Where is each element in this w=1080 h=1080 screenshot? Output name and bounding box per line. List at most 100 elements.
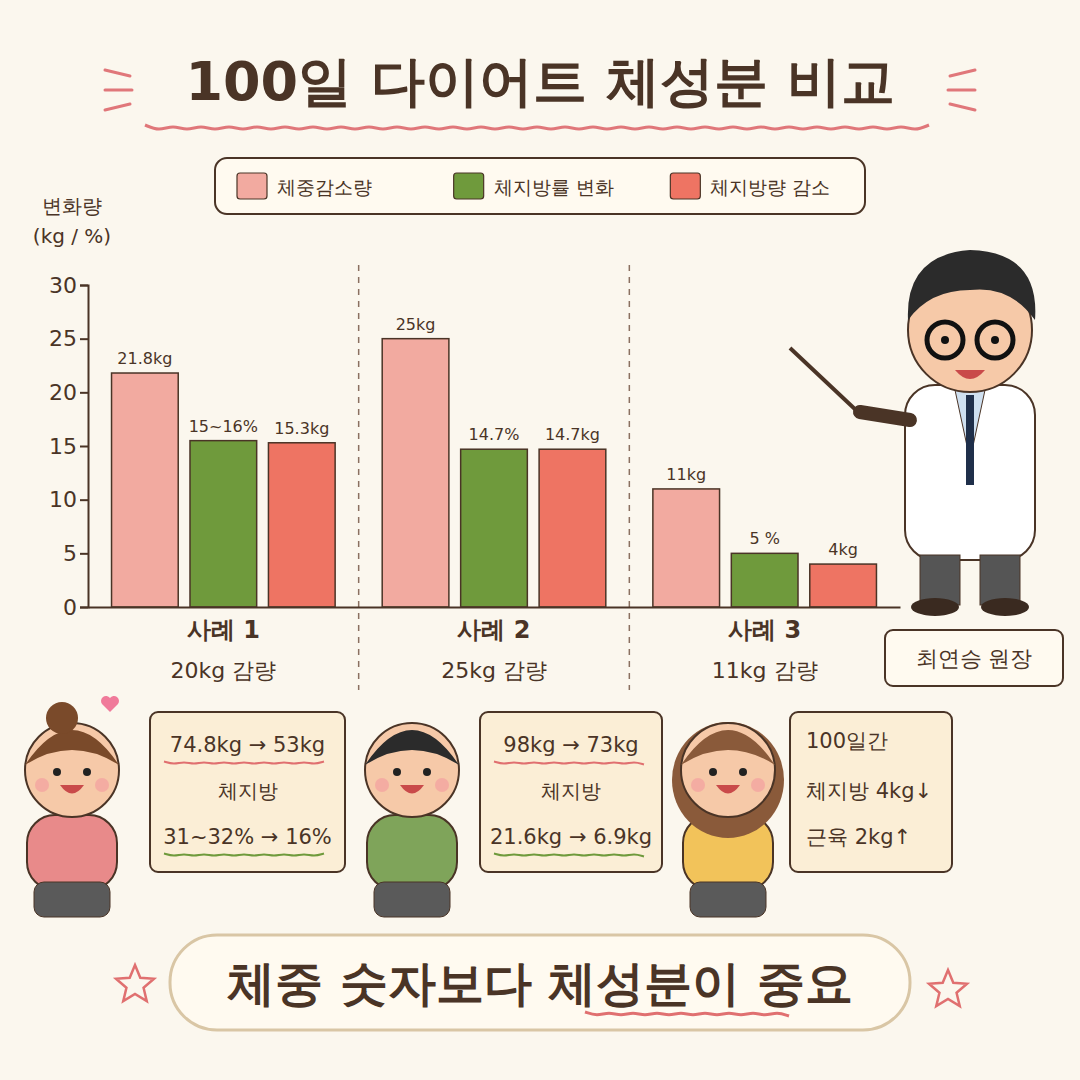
case-underline <box>164 854 324 856</box>
case-card <box>480 712 662 872</box>
data-label: 5 % <box>749 529 779 548</box>
y-tick-mark <box>80 285 88 287</box>
y-tick-label: 25 <box>49 326 77 351</box>
group-separator <box>629 265 631 690</box>
person-part <box>34 882 110 917</box>
data-label: 15~16% <box>189 417 258 436</box>
y-tick-mark <box>80 499 88 501</box>
legend-label: 체지방량 감소 <box>710 176 830 198</box>
data-label: 14.7% <box>469 425 520 444</box>
doctor-illustration <box>790 250 1035 616</box>
footer-box <box>170 935 910 1030</box>
x-tick: 사례 2 <box>457 607 530 644</box>
background <box>0 0 1080 1080</box>
star <box>116 965 154 1001</box>
case-underline <box>494 854 644 857</box>
bar <box>810 564 877 607</box>
data-label: 11kg <box>666 465 706 484</box>
data-label: 14.7kg <box>545 425 600 444</box>
data-label: 25kg <box>396 315 436 334</box>
case-text: 체지방 <box>218 779 278 803</box>
footer-text: 체중 숫자보다 체성분이 중요 <box>227 955 853 1011</box>
y-tick-mark <box>80 607 88 609</box>
person-part <box>27 815 117 890</box>
doctor-part <box>941 336 949 344</box>
person-part <box>709 768 717 776</box>
category-subtitle: 25kg 감량 <box>441 658 547 683</box>
bar <box>539 449 606 607</box>
bars <box>112 339 877 607</box>
bar <box>461 449 528 607</box>
person-part <box>691 778 705 792</box>
person-part <box>367 815 457 890</box>
case-text: 체지방 4kg↓ <box>806 779 932 803</box>
case-text: 98kg → 73kg <box>503 733 638 757</box>
person-part <box>60 785 84 794</box>
title-underline <box>145 125 929 129</box>
person-part <box>25 723 119 817</box>
x-tick-label: 사례 1 <box>187 616 260 644</box>
group-separator <box>358 265 360 690</box>
person-part <box>681 723 775 817</box>
y-tick-mark <box>80 553 88 555</box>
doctor-part <box>977 322 1013 358</box>
y-tick: 30 <box>49 273 88 298</box>
person-part <box>423 768 431 776</box>
data-label: 15.3kg <box>274 419 329 438</box>
y-tick: 10 <box>49 487 88 512</box>
x-tick: 사례 3 <box>728 607 801 644</box>
bar <box>382 339 449 607</box>
y-tick: 15 <box>49 434 88 459</box>
y-tick: 20 <box>49 380 88 405</box>
person-part <box>365 723 459 817</box>
doctor-part <box>920 555 960 605</box>
doctor-part <box>860 412 910 420</box>
person-part <box>35 778 49 792</box>
y-tick-mark <box>80 446 88 448</box>
title-decoration <box>950 70 975 76</box>
legend: 체중감소량체지방률 변화체지방량 감소 <box>215 158 865 214</box>
person-part <box>25 730 119 765</box>
case-text: 31~32% → 16% <box>163 825 332 849</box>
case-text: 100일간 <box>806 729 888 753</box>
case-card <box>790 712 952 872</box>
legend-label: 체중감소량 <box>277 176 372 198</box>
y-tick-mark <box>80 392 88 394</box>
y-tick-label: 15 <box>49 434 77 459</box>
case-text: 21.6kg → 6.9kg <box>490 825 652 849</box>
title-decoration <box>105 104 130 110</box>
x-tick-label: 사례 2 <box>457 616 530 644</box>
y-tick: 5 <box>63 541 88 566</box>
data-label: 4kg <box>828 540 858 559</box>
person-part <box>739 768 747 776</box>
hair-bun <box>46 702 78 734</box>
doctor-part <box>991 336 999 344</box>
person-part <box>435 778 449 792</box>
doctor-part <box>955 370 985 379</box>
y-axis-line <box>80 286 89 608</box>
y-tick: 25 <box>49 326 88 351</box>
legend-swatch <box>237 173 267 199</box>
title-decoration <box>105 70 130 76</box>
case-text: 74.8kg → 53kg <box>170 733 325 757</box>
heart <box>101 696 119 712</box>
x-axis: 사례 1 사례 2 사례 3 <box>89 607 901 644</box>
person-part <box>375 778 389 792</box>
person-part <box>690 882 766 917</box>
y-tick-label: 5 <box>63 541 77 566</box>
bar <box>731 553 798 607</box>
bar <box>190 441 257 607</box>
title-decoration <box>950 104 975 110</box>
y-tick-label: 10 <box>49 487 77 512</box>
title: 100일 다이어트 체성분 비교 <box>185 50 894 113</box>
footer-underline <box>585 1012 789 1016</box>
star <box>929 970 967 1006</box>
doctor-part <box>980 555 1020 605</box>
person-illustration <box>365 723 459 917</box>
x-axis-line <box>89 607 901 609</box>
bar <box>653 489 720 607</box>
bar <box>268 443 335 607</box>
x-tick-label: 사례 3 <box>728 616 801 644</box>
case-text: 체지방 <box>541 779 601 803</box>
x-tick: 사례 1 <box>187 607 260 644</box>
